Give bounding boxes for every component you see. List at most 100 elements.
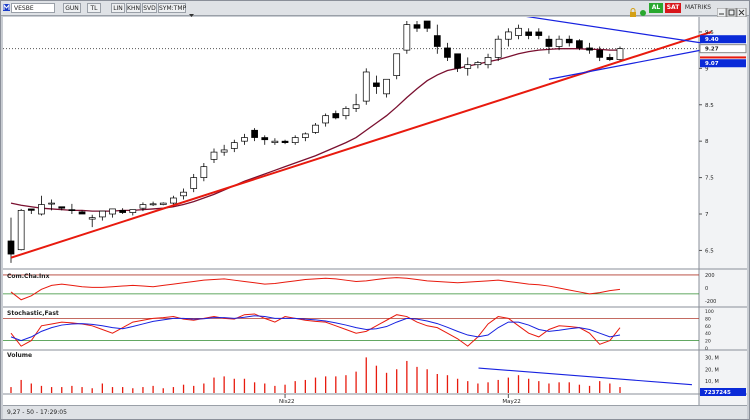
candle-body [565, 38, 573, 44]
minimize-icon [716, 7, 727, 18]
stochastic-tick-label: 60 [705, 324, 711, 330]
volume-tick-label: 20, M [705, 367, 719, 373]
candle-body [423, 20, 431, 29]
cursor-readout: 9,27 - 50 - 17:29:05 [7, 409, 67, 416]
status-dot-icon [639, 3, 647, 16]
stochastic-k-line [10, 313, 621, 347]
candle-body [352, 104, 360, 109]
candle-body [129, 209, 137, 213]
candle-body [342, 108, 350, 117]
period-button[interactable]: GUN [63, 3, 81, 13]
candle-body [322, 115, 329, 124]
candle-body [555, 38, 563, 47]
candle-body [17, 210, 25, 251]
candle-body [210, 151, 218, 160]
svd-button[interactable]: SVD [142, 3, 157, 13]
volume-last-flag [700, 388, 746, 396]
cci-tick-label: -200 [705, 299, 716, 305]
candle-body [474, 62, 482, 66]
candle-body [230, 142, 238, 149]
close-icon [736, 7, 747, 18]
cci-title: Com.Cha.Inx [7, 273, 50, 280]
volume-tick-label: 30, M [705, 355, 719, 361]
price-tick-label: 7.5 [705, 176, 714, 182]
candle-body [616, 48, 624, 60]
candle-body [48, 202, 55, 205]
price-tick-label: 9 [705, 66, 709, 72]
candle-body [109, 208, 116, 215]
price-tick-label: 9.5 [705, 30, 714, 36]
buy-button[interactable]: AL [649, 3, 663, 13]
stochastic-d-line [10, 315, 621, 342]
window-controls [716, 3, 747, 18]
candle-body [515, 27, 522, 36]
candle-body [596, 49, 604, 58]
candle-body [403, 24, 411, 51]
candle-body [393, 53, 401, 76]
stochastic-tick-label: 80 [705, 316, 711, 322]
cci-line [10, 277, 621, 301]
price-tick-label: 8.5 [705, 103, 714, 109]
candle-body [576, 40, 583, 49]
candle-body [261, 137, 269, 141]
candle-body [7, 240, 15, 255]
candle-body [302, 133, 309, 138]
dropdown-arrow-icon[interactable] [189, 4, 194, 17]
matriks-label: MATRIKS [684, 4, 712, 11]
candle-body [149, 203, 157, 206]
currency-button[interactable]: TL [87, 3, 101, 13]
candle-body [535, 31, 543, 36]
y-axis-panel [699, 17, 747, 405]
maximize-icon [726, 7, 737, 18]
cci-tick-label: 200 [705, 273, 715, 279]
sell-button[interactable]: SAT [665, 3, 681, 13]
candle-body [332, 113, 340, 119]
candle-body [271, 140, 279, 143]
linear-scale-button[interactable]: LIN [111, 3, 125, 13]
x-tick-label: Nis22 [279, 399, 295, 405]
candle-body [251, 129, 258, 138]
x-tick-label: May22 [502, 399, 520, 405]
symbol-field[interactable]: VESBE [11, 3, 55, 13]
volume-tick-label: 10, M [705, 379, 719, 385]
price-flag [700, 35, 746, 44]
lock-icon[interactable] [629, 3, 637, 17]
candle-body [525, 31, 533, 36]
candle-body [119, 210, 127, 213]
chart-area[interactable]: 9.5 9 8.5 8 7.5 7 6.5 9.40 9.27 9.07 200 0 -200 100… [3, 13, 747, 405]
candle-body [291, 137, 299, 143]
candle-body [68, 209, 76, 211]
candle-body [241, 137, 248, 142]
candle-body [454, 53, 461, 69]
price-tick-label: 6.5 [705, 248, 714, 254]
candle-body [545, 38, 553, 47]
price-tick-label: 8 [705, 139, 709, 145]
volume-last-label: 7237245 [704, 390, 731, 396]
candle-body [413, 24, 421, 29]
khn-button[interactable]: KHN [126, 3, 141, 13]
stochastic-tick-label: 100 [705, 309, 714, 315]
price-tick-label: 7 [705, 212, 709, 218]
alert-marker [700, 56, 746, 59]
candle-body [220, 149, 228, 153]
price-flag [699, 44, 747, 54]
candle-body [190, 177, 198, 189]
price-flag-label: 9.40 [705, 37, 719, 43]
stochastic-title: Stochastic,Fast [7, 310, 59, 317]
candle-body [281, 140, 289, 143]
volume-title: Volume [7, 352, 32, 359]
candle-body [312, 124, 319, 133]
cci-tick-label: 0 [705, 286, 708, 292]
price-flag [700, 59, 746, 68]
candle-body [78, 211, 86, 215]
trendline-blue [508, 13, 702, 44]
candle-body [606, 57, 614, 60]
candle-body [586, 47, 593, 51]
template-button[interactable]: SYM:TMP [158, 3, 187, 13]
price-flag-label: 9.27 [705, 47, 719, 53]
candle-body [170, 197, 177, 204]
candle-body [383, 78, 390, 95]
candle-body [180, 191, 187, 197]
